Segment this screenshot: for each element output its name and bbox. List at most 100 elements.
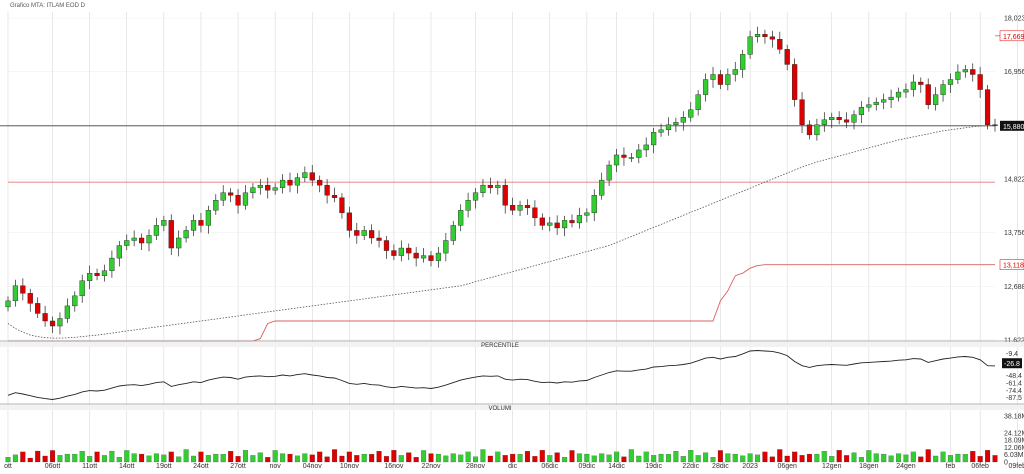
candle-body: [606, 164, 612, 181]
candle: [369, 224, 375, 244]
volume-bar: [933, 455, 939, 463]
x-tick-label: 12gen: [822, 463, 842, 470]
volume-bar: [844, 455, 850, 463]
candle: [888, 89, 894, 108]
candle-body: [688, 109, 694, 118]
price-area: [0, 12, 1024, 340]
candle-body: [198, 220, 204, 226]
volume-bar: [792, 451, 798, 463]
candle-body: [42, 313, 48, 322]
volume-bar: [473, 456, 479, 463]
candle: [138, 233, 145, 251]
candle-body: [866, 104, 872, 108]
candle: [49, 316, 56, 334]
lower-level-tag-bg: [999, 259, 1024, 270]
candle-body: [420, 255, 427, 259]
candle: [235, 189, 241, 214]
x-tick-label: 24ott: [193, 463, 209, 470]
candle: [895, 87, 902, 102]
candle-body: [168, 220, 174, 249]
price-panel[interactable]: 18,02316,95615,88014,82213,75612,68811,6…: [0, 12, 1024, 468]
x-tick-label: 22dic: [682, 463, 699, 470]
volume-bar: [755, 454, 761, 463]
volume-tick-label: 0: [1004, 460, 1008, 467]
candle-body: [228, 192, 234, 196]
volume-bar: [606, 454, 612, 463]
candle-body: [658, 129, 664, 133]
volume-bar: [502, 455, 508, 463]
candle-body: [213, 200, 219, 211]
volume-bar: [665, 454, 671, 463]
candle-body: [309, 172, 315, 181]
percentile-panel[interactable]: PERCENTILE-9.4-28.4-48.4-61.4-74.4-87.5-…: [0, 340, 1024, 402]
x-tick-label: 11ott: [82, 463, 97, 470]
candle-body: [406, 247, 412, 254]
candle-body: [561, 220, 568, 229]
candle: [858, 101, 865, 124]
volume-bar: [977, 456, 983, 463]
candle-body: [57, 318, 63, 327]
candle-body: [962, 69, 968, 73]
candle: [398, 240, 404, 262]
candle: [57, 312, 63, 335]
candle: [406, 243, 412, 261]
volume-title: VOLUMI: [488, 406, 511, 412]
volume-bar: [12, 454, 18, 463]
candle: [636, 143, 642, 164]
candle-body: [138, 237, 145, 244]
volume-bar: [985, 450, 991, 463]
volume-bar: [636, 455, 642, 463]
x-tick-label: nov: [270, 463, 282, 470]
volume-bar: [87, 456, 93, 463]
candle-body: [970, 69, 976, 75]
volume-header: [0, 405, 1024, 410]
volume-bar: [747, 453, 753, 463]
candle: [910, 74, 916, 97]
candle: [680, 111, 686, 131]
x-tick-label: ott: [4, 463, 12, 470]
volume-bar: [651, 455, 657, 463]
volume-bar: [428, 453, 434, 463]
last-price-tag-bg: [1000, 120, 1024, 131]
candle: [688, 102, 694, 122]
candle-body: [183, 230, 189, 239]
candle: [695, 90, 701, 116]
volume-bar: [435, 453, 441, 463]
candle: [294, 173, 301, 194]
candle-body: [532, 207, 538, 219]
volume-bar: [146, 455, 152, 463]
candle-body: [64, 305, 70, 319]
candle: [962, 64, 968, 78]
candle: [354, 222, 360, 244]
candle-body: [539, 217, 545, 226]
percentile-tick-label: -9.4: [1006, 351, 1018, 358]
candle: [873, 97, 879, 111]
candle: [866, 97, 872, 112]
x-tick-label: 2023: [742, 463, 758, 470]
candle-body: [124, 240, 130, 246]
candle: [651, 127, 657, 154]
candle-body: [524, 205, 531, 208]
volume-bar: [547, 455, 553, 463]
candle-body: [302, 172, 308, 178]
candle: [792, 58, 798, 107]
volume-bar: [450, 453, 456, 463]
volume-bar: [346, 451, 352, 463]
x-tick-label: 28nov: [466, 463, 486, 470]
candle: [881, 93, 887, 110]
x-tick-label: 19ott: [156, 463, 172, 470]
candle-body: [354, 230, 360, 236]
candle-body: [487, 184, 493, 188]
candle-body: [628, 157, 634, 159]
candle-body: [101, 270, 108, 276]
candle-body: [717, 74, 724, 85]
candle: [621, 147, 627, 166]
volume-bar: [970, 451, 976, 463]
candle-body: [762, 34, 768, 37]
volume-bar: [858, 457, 864, 463]
volume-bar: [910, 451, 916, 463]
candle-body: [829, 117, 835, 120]
candle: [324, 179, 330, 204]
